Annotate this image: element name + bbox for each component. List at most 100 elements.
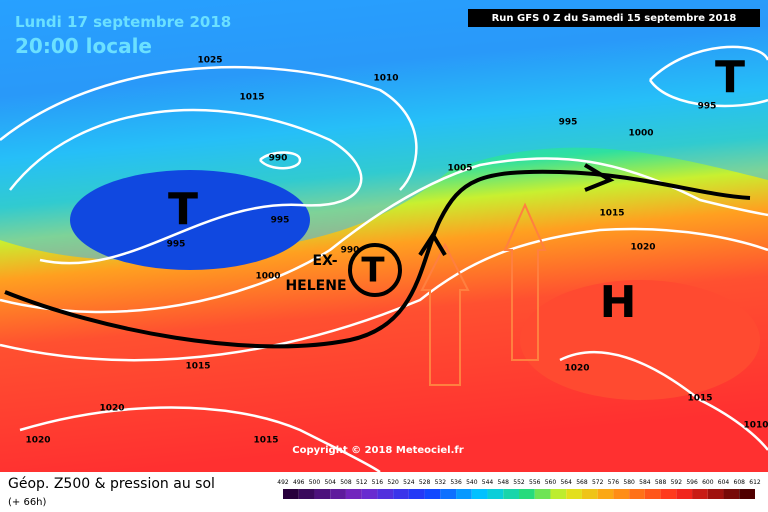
scale-label: 564 xyxy=(560,479,572,486)
scale-label: 496 xyxy=(293,479,305,486)
pressure-label: 990 xyxy=(341,246,360,256)
isobar xyxy=(0,227,768,362)
scale-label: 556 xyxy=(529,479,541,486)
scale-label: 528 xyxy=(419,479,431,486)
scale-swatch xyxy=(503,489,519,499)
isobars xyxy=(0,45,768,474)
scale-swatch xyxy=(676,489,693,499)
scale-label: 576 xyxy=(608,479,620,486)
warm-advection-arrow xyxy=(503,202,547,361)
pressure-label: 1015 xyxy=(599,209,624,219)
isobar xyxy=(9,108,363,265)
scale-label: 492 xyxy=(277,479,289,486)
scale-label: 548 xyxy=(498,479,510,486)
scale-label: 588 xyxy=(655,479,667,486)
scale-label: 544 xyxy=(482,479,494,486)
scale-swatch xyxy=(283,489,299,499)
scale-swatch xyxy=(314,489,331,499)
scale-label: 520 xyxy=(387,479,399,486)
pressure-label: 995 xyxy=(167,240,186,250)
scale-swatch xyxy=(534,489,551,499)
low-core xyxy=(70,170,310,270)
scale-label: 596 xyxy=(686,479,698,486)
isobar xyxy=(19,406,381,474)
scale-swatch xyxy=(613,489,630,499)
pressure-label: 1025 xyxy=(197,56,222,66)
isobar xyxy=(0,65,418,191)
pressure-label: 995 xyxy=(559,118,578,128)
isobar xyxy=(648,45,768,108)
pressure-label: 1020 xyxy=(630,243,655,253)
scale-label: 572 xyxy=(592,479,604,486)
scale-swatch xyxy=(660,489,677,499)
date: Lundi 17 septembre 2018 xyxy=(15,13,231,31)
low-symbol: T xyxy=(168,184,198,235)
scale-label: 540 xyxy=(466,479,478,486)
pressure-label: 1020 xyxy=(99,404,124,414)
scale-swatch xyxy=(377,489,394,499)
scale-label: 600 xyxy=(702,479,714,486)
scale-label: 536 xyxy=(450,479,462,486)
pressure-label: 1020 xyxy=(25,436,50,446)
run-info: Run GFS 0 Z du Samedi 15 septembre 2018 xyxy=(492,13,737,24)
scale-label: 604 xyxy=(718,479,730,486)
scale-swatch xyxy=(629,489,645,499)
pressure-label: 1015 xyxy=(687,394,712,404)
scale-swatch xyxy=(345,489,362,499)
scale-label: 612 xyxy=(749,479,761,486)
scale-label: 560 xyxy=(545,479,557,486)
pressure-label: 1015 xyxy=(239,93,264,103)
warm-advection-arrow xyxy=(420,242,470,386)
scale-label: 568 xyxy=(576,479,588,486)
scale-label: 500 xyxy=(309,479,321,486)
scale-label: 608 xyxy=(734,479,746,486)
jet-arrow xyxy=(418,231,447,257)
scale-swatch xyxy=(424,489,441,499)
scale-swatch xyxy=(550,489,567,499)
warm-core xyxy=(520,280,760,400)
run-box xyxy=(468,9,760,27)
scale-swatch xyxy=(723,489,740,499)
scale-swatch xyxy=(440,489,457,499)
scale-label: 532 xyxy=(435,479,447,486)
scale-swatch xyxy=(644,489,661,499)
pressure-label: 990 xyxy=(269,154,288,164)
scale-swatch xyxy=(597,489,614,499)
isobar xyxy=(0,157,768,314)
storm-label: HELENE xyxy=(285,278,346,294)
scale-swatch xyxy=(298,489,315,499)
scale-label: 516 xyxy=(372,479,384,486)
pressure-label: 995 xyxy=(698,102,717,112)
scale-swatch xyxy=(361,489,378,499)
scale-swatch xyxy=(739,489,755,499)
scale-label: 512 xyxy=(356,479,368,486)
isobar xyxy=(259,151,302,170)
pressure-label: 1010 xyxy=(373,74,398,84)
scale-swatch xyxy=(519,489,535,499)
scale-label: 592 xyxy=(671,479,683,486)
scale-label: 508 xyxy=(340,479,352,486)
pressure-label: 1015 xyxy=(185,362,210,372)
legend-title: Géop. Z500 & pression au sol xyxy=(8,476,215,492)
low-symbol: T xyxy=(361,251,385,291)
scale-swatch xyxy=(581,489,598,499)
pressure-label: 1015 xyxy=(253,436,278,446)
pressure-label: 1010 xyxy=(743,421,768,431)
storm-label: EX- xyxy=(312,253,337,269)
scale-swatch xyxy=(692,489,708,499)
high-symbol: H xyxy=(600,277,637,328)
scale-swatch xyxy=(456,489,472,499)
jet-arrow xyxy=(583,163,615,192)
copyright: Copyright © 2018 Meteociel.fr xyxy=(292,445,463,456)
scale-swatch xyxy=(330,489,346,499)
scale-swatch xyxy=(566,489,582,499)
time: 20:00 locale xyxy=(15,34,152,58)
pressure-label: 1000 xyxy=(628,129,653,139)
pressure-label: 1000 xyxy=(255,272,280,282)
pressure-label: 995 xyxy=(271,216,290,226)
lead-time: (+ 66h) xyxy=(8,497,47,508)
scale-swatch xyxy=(707,489,724,499)
scale-swatch xyxy=(471,489,488,499)
scale-swatch xyxy=(487,489,504,499)
